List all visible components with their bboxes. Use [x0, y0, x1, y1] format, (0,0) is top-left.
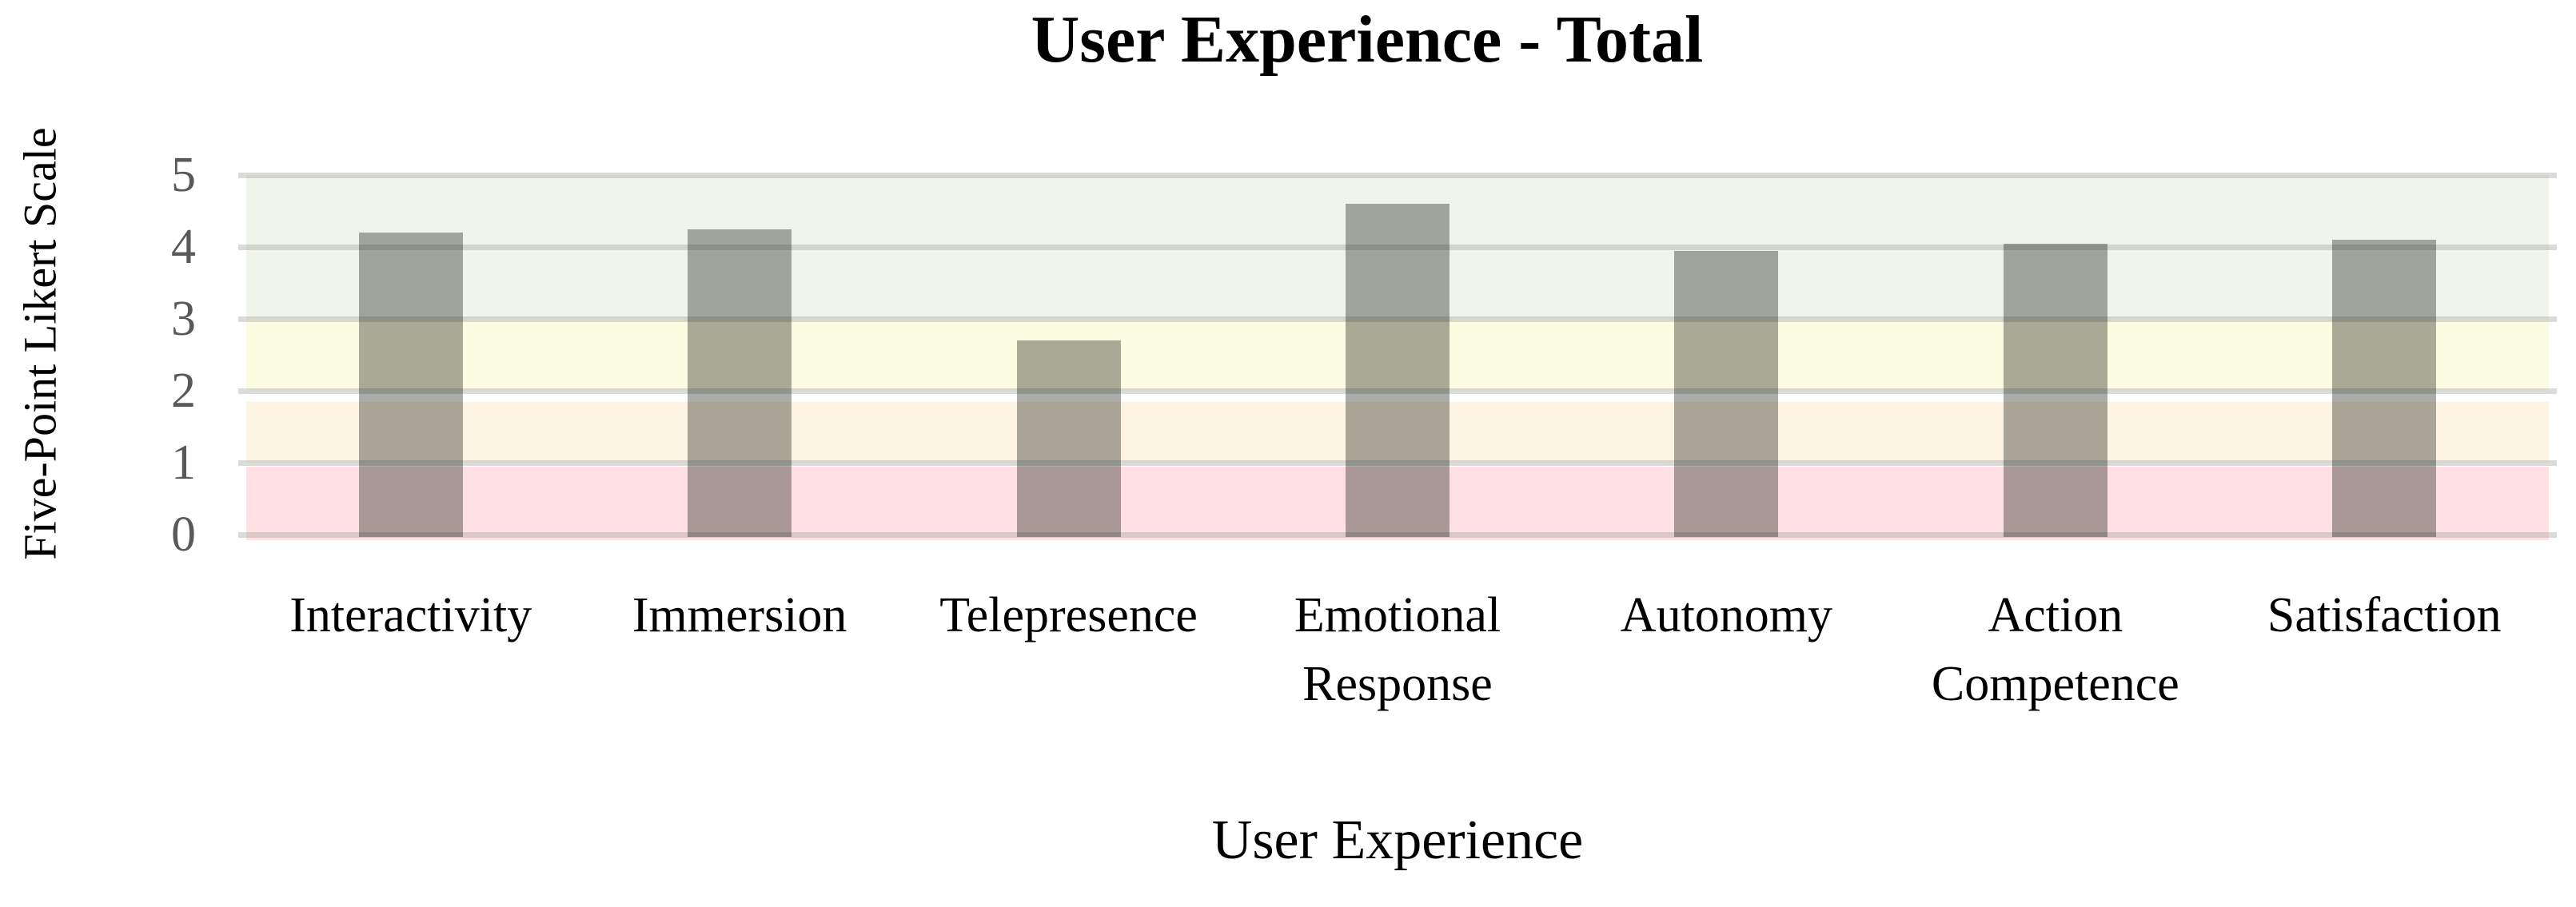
x-category-label: Telepresence	[939, 588, 1198, 642]
x-category-label: Immersion	[632, 588, 847, 642]
gridline-5	[238, 172, 2557, 178]
bar-interactivity	[358, 233, 463, 537]
x-category-label: Satisfaction	[2267, 588, 2502, 642]
x-category-label: Autonomy	[1620, 588, 1833, 642]
y-tick-label-0: 0	[171, 507, 196, 562]
y-tick-label-5: 5	[171, 148, 196, 202]
x-category-label: Interactivity	[289, 588, 532, 642]
y-tick-label-3: 3	[171, 292, 196, 346]
chart-title: User Experience - Total	[1031, 2, 1704, 77]
bar-telepresence	[1016, 340, 1121, 537]
plot-area	[238, 172, 2557, 543]
bar-immersion	[688, 229, 792, 537]
x-axis-category-labels: Interactivity Immersion Telepresence Emotio…	[246, 581, 2549, 741]
y-tick-label-1: 1	[171, 436, 196, 490]
x-category-label: Emotional Response	[1294, 588, 1501, 711]
x-category-label: Action Competence	[1931, 588, 2179, 711]
y-axis-title: Five-Point Likert Scale	[14, 127, 66, 560]
bar-satisfaction	[2332, 240, 2437, 537]
y-tick-label-2: 2	[171, 364, 196, 418]
x-axis-title: User Experience	[1211, 810, 1584, 871]
bar-autonomy	[1674, 250, 1779, 537]
bar-action-competence	[2003, 243, 2107, 537]
y-tick-label-4: 4	[171, 220, 196, 274]
bar-emotional-response	[1346, 204, 1449, 537]
